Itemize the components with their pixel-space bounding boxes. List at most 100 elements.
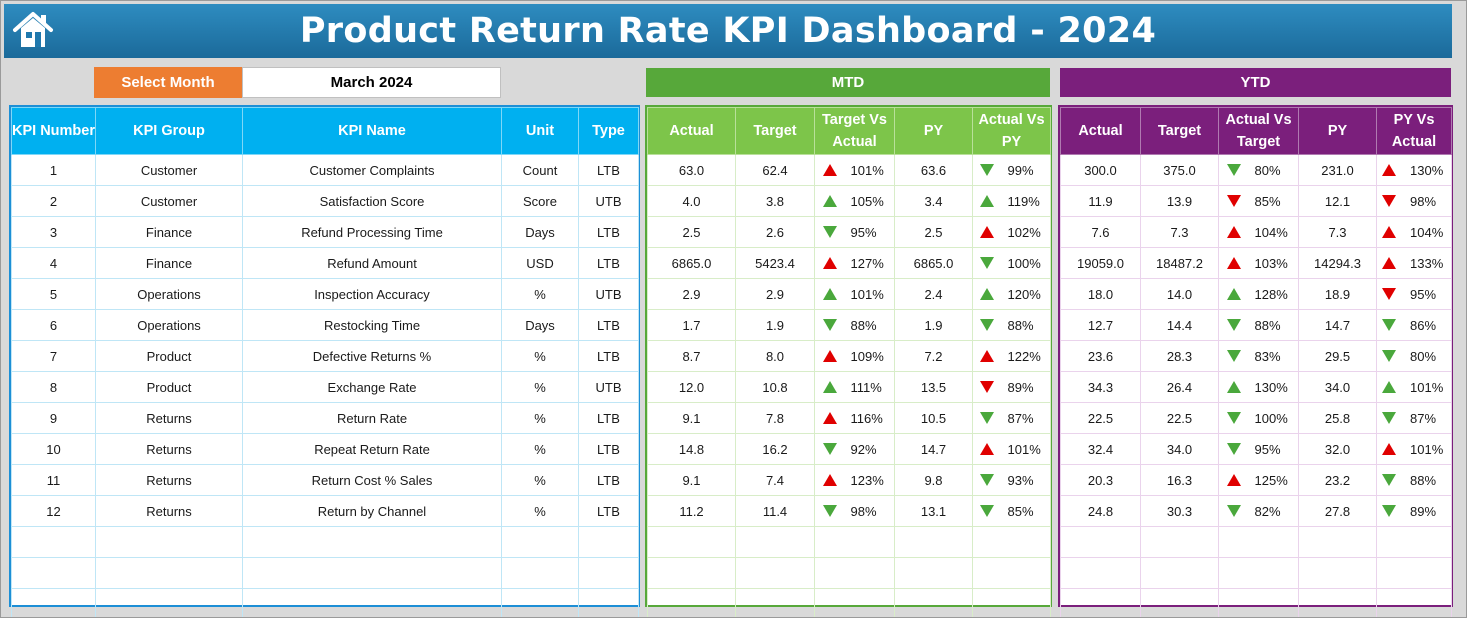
ytd-py-cell: 32.0 [1298, 433, 1377, 465]
empty-cell [647, 588, 736, 617]
kpi-type-cell: LTB [578, 340, 639, 372]
ytd-py-cell: 7.3 [1298, 216, 1377, 248]
ytd-target-cell: 18487.2 [1140, 247, 1219, 279]
ytd-row: 24.8 30.3 82% 27.8 89% [1060, 495, 1452, 527]
ytd-py-vs-actual-cell: 101% [1376, 433, 1452, 465]
mtd-actual-vs-py-cell-percent: 102% [1007, 224, 1041, 240]
mtd-actual-vs-py-cell-content: 99% [973, 163, 1050, 178]
triangle-up-icon [822, 350, 837, 362]
mtd-py-cell: 2.5 [894, 216, 973, 248]
kpi-number-cell: 1 [11, 154, 96, 186]
mtd-target-vs-actual-cell-percent: 88% [850, 317, 877, 333]
ytd-py-vs-actual-cell-percent: 101% [1410, 441, 1444, 457]
mtd-target-vs-actual-cell: 101% [814, 154, 895, 186]
empty-row [647, 557, 1051, 589]
select-month-label: Select Month [94, 67, 242, 98]
ytd-py-vs-actual-cell-percent: 88% [1410, 472, 1437, 488]
ytd-py-vs-actual-cell-content: 133% [1377, 256, 1451, 271]
mtd-row: 8.7 8.0 109% 7.2 122% [647, 340, 1051, 372]
triangle-up-icon [979, 226, 994, 238]
kpi-header-unit: Unit [501, 107, 579, 155]
ytd-py-vs-actual-cell-content: 130% [1377, 163, 1451, 178]
kpi-unit-cell: Days [501, 216, 579, 248]
ytd-py-vs-actual-cell-content: 87% [1377, 411, 1451, 426]
mtd-target-vs-actual-cell: 116% [814, 402, 895, 434]
kpi-unit-cell: Count [501, 154, 579, 186]
mtd-target-vs-actual-cell-percent: 101% [850, 162, 884, 178]
mtd-py-cell: 10.5 [894, 402, 973, 434]
ytd-py-vs-actual-cell-percent: 86% [1410, 317, 1437, 333]
ytd-row: 20.3 16.3 125% 23.2 88% [1060, 464, 1452, 496]
kpi-info-table: KPI Number KPI Group KPI Name Unit Type 1 Cus… [11, 107, 639, 617]
mtd-actual-vs-py-cell-content: 89% [973, 380, 1050, 395]
mtd-actual-vs-py-cell: 119% [972, 185, 1051, 217]
mtd-actual-vs-py-cell-content: 87% [973, 411, 1050, 426]
empty-row [647, 526, 1051, 558]
triangle-down-icon [979, 412, 994, 424]
ytd-py-cell: 29.5 [1298, 340, 1377, 372]
ytd-py-vs-actual-cell-content: 86% [1377, 318, 1451, 333]
kpi-type-cell: LTB [578, 216, 639, 248]
mtd-py-cell: 14.7 [894, 433, 973, 465]
triangle-up-icon [822, 288, 837, 300]
triangle-up-icon [1226, 381, 1241, 393]
empty-cell [11, 588, 96, 617]
empty-cell [972, 557, 1051, 589]
ytd-actual-vs-target-cell-content: 83% [1219, 349, 1298, 364]
triangle-down-icon [822, 443, 837, 455]
mtd-target-vs-actual-cell-percent: 127% [850, 255, 884, 271]
triangle-up-icon [1382, 257, 1396, 269]
triangle-up-icon [1382, 164, 1396, 176]
kpi-header-kpi-group: KPI Group [95, 107, 243, 155]
ytd-actual-cell: 11.9 [1060, 185, 1141, 217]
ytd-target-cell: 34.0 [1140, 433, 1219, 465]
mtd-target-cell: 1.9 [735, 309, 815, 341]
empty-row [1060, 588, 1452, 617]
ytd-actual-vs-target-cell-content: 100% [1219, 411, 1298, 426]
empty-cell [972, 588, 1051, 617]
mtd-target-vs-actual-cell: 109% [814, 340, 895, 372]
ytd-py-vs-actual-cell-percent: 104% [1410, 224, 1444, 240]
empty-cell [814, 526, 895, 558]
triangle-down-icon [1382, 412, 1396, 424]
empty-cell [894, 526, 973, 558]
ytd-actual-vs-target-cell: 104% [1218, 216, 1299, 248]
ytd-row: 300.0 375.0 80% 231.0 130% [1060, 154, 1452, 186]
ytd-py-cell: 18.9 [1298, 278, 1377, 310]
kpi-row: 2 Customer Satisfaction Score Score UTB [11, 185, 639, 217]
ytd-py-vs-actual-cell-content: 101% [1377, 442, 1451, 457]
empty-cell [11, 557, 96, 589]
mtd-target-vs-actual-cell-percent: 98% [850, 503, 877, 519]
ytd-target-cell: 7.3 [1140, 216, 1219, 248]
ytd-row: 11.9 13.9 85% 12.1 98% [1060, 185, 1452, 217]
ytd-target-cell: 22.5 [1140, 402, 1219, 434]
kpi-name-cell: Customer Complaints [242, 154, 502, 186]
kpi-header-kpi-name: KPI Name [242, 107, 502, 155]
ytd-target-cell: 13.9 [1140, 185, 1219, 217]
empty-cell [95, 588, 243, 617]
home-icon[interactable] [12, 10, 54, 50]
kpi-name-cell: Inspection Accuracy [242, 278, 502, 310]
mtd-row: 12.0 10.8 111% 13.5 89% [647, 371, 1051, 403]
mtd-target-cell: 10.8 [735, 371, 815, 403]
mtd-actual-vs-py-cell-percent: 99% [1007, 162, 1034, 178]
mtd-target-vs-actual-cell-content: 127% [815, 256, 894, 271]
month-dropdown[interactable]: March 2024 [242, 67, 501, 98]
ytd-py-vs-actual-cell-content: 80% [1377, 349, 1451, 364]
ytd-target-cell: 26.4 [1140, 371, 1219, 403]
empty-cell [95, 557, 243, 589]
empty-cell [1218, 557, 1299, 589]
ytd-actual-cell: 19059.0 [1060, 247, 1141, 279]
ytd-target-cell: 375.0 [1140, 154, 1219, 186]
ytd-actual-cell: 22.5 [1060, 402, 1141, 434]
mtd-py-cell: 3.4 [894, 185, 973, 217]
empty-cell [501, 526, 579, 558]
mtd-py-cell: 7.2 [894, 340, 973, 372]
empty-cell [242, 557, 502, 589]
mtd-actual-vs-py-cell-content: 88% [973, 318, 1050, 333]
mtd-target-vs-actual-cell-content: 109% [815, 349, 894, 364]
mtd-actual-vs-py-cell-content: 119% [973, 194, 1050, 209]
ytd-py-vs-actual-cell-content: 88% [1377, 473, 1451, 488]
mtd-actual-vs-py-cell-content: 85% [973, 504, 1050, 519]
kpi-row: 11 Returns Return Cost % Sales% LTB [11, 464, 639, 496]
